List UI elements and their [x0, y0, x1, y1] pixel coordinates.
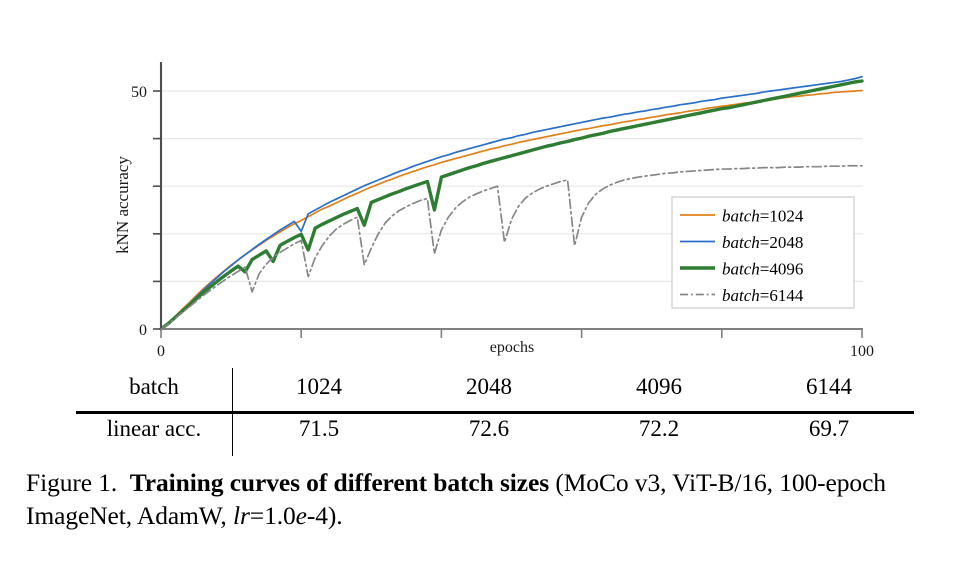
- series-lines: [159, 75, 864, 331]
- axes: [153, 62, 863, 338]
- cell-batch-1024: 1024: [296, 374, 342, 399]
- chart-legend[interactable]: batch=1024 batch=2048 batch=4096 batch=6144: [671, 196, 855, 309]
- x-axis-title: epochs: [490, 339, 534, 356]
- table-row-batch: batch 1024 2048 4096 6144: [76, 366, 914, 408]
- y-axis-title: kNN accuracy: [113, 156, 132, 254]
- y-tick-label-0: 0: [139, 322, 147, 339]
- row-header-linear-acc: linear acc.: [106, 416, 202, 441]
- series-line-2048: [160, 75, 863, 330]
- cell-acc-1024: 71.5: [298, 416, 340, 441]
- caption-details-2: =1.0: [249, 501, 296, 530]
- cell-acc-4096: 72.2: [638, 416, 680, 441]
- legend-label-1024[interactable]: batch=1024: [722, 207, 804, 226]
- caption-figure-number: Figure 1.: [26, 468, 118, 497]
- training-curves-chart: 0 50 0 100 batch=1024 batch=2048 batch=4096 ba…: [113, 62, 874, 360]
- x-tick-label-0: 0: [157, 343, 165, 360]
- table-row-linear-acc: linear acc. 71.5 72.6 72.2 69.7: [76, 408, 914, 450]
- cell-batch-6144: 6144: [806, 374, 852, 399]
- caption-details-3: -4).: [306, 501, 343, 530]
- cell-acc-6144: 69.7: [808, 416, 850, 441]
- cell-batch-2048: 2048: [466, 374, 512, 399]
- figure-caption: Figure 1. Training curves of different b…: [26, 466, 951, 532]
- cell-acc-2048: 72.6: [468, 416, 510, 441]
- caption-details-1: (MoCo v3, ViT-B/16, 100-epoch ImageNet, …: [26, 468, 886, 530]
- caption-lr-symbol: lr: [232, 501, 250, 530]
- table-horizontal-rule: [76, 411, 914, 414]
- tick-labels: 0 50 0 100: [131, 84, 874, 360]
- series-line-6144: [160, 164, 863, 330]
- y-tick-label-50: 50: [131, 84, 147, 101]
- series-line-4096: [159, 79, 864, 331]
- legend-label-6144[interactable]: batch=6144: [722, 286, 804, 305]
- legend-label-4096[interactable]: batch=4096: [722, 260, 803, 279]
- cell-batch-4096: 4096: [636, 374, 682, 399]
- row-header-batch: batch: [129, 374, 179, 399]
- caption-title: Training curves of different batch sizes: [129, 468, 550, 497]
- x-tick-label-100: 100: [850, 343, 874, 360]
- results-table: batch 1024 2048 4096 6144 linear acc. 71…: [76, 366, 914, 460]
- caption-e-symbol: e: [295, 501, 307, 530]
- legend-label-2048[interactable]: batch=2048: [722, 233, 803, 252]
